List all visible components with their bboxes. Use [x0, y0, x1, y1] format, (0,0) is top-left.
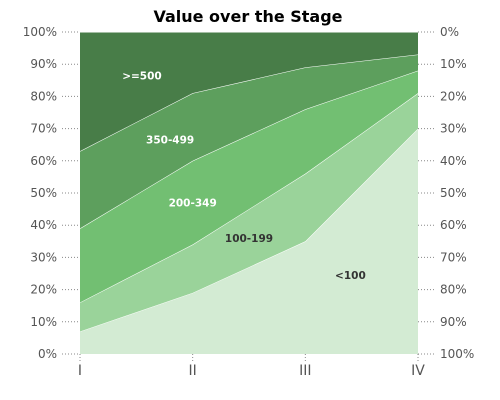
area-band-350-499	[80, 54, 418, 229]
x-axis: I II III IV	[78, 363, 425, 379]
band-label-350-499: 350-499	[146, 135, 194, 147]
y-tick-right: 100%	[440, 347, 474, 361]
band-label-500: >=500	[122, 71, 162, 83]
x-tick-label: I	[78, 363, 82, 379]
area-band-500	[80, 32, 418, 152]
y-tick-right: 60%	[440, 218, 467, 232]
y-tick-left: 30%	[30, 250, 57, 264]
chart-title: Value over the Stage	[153, 7, 342, 26]
area-series-group	[79, 31, 419, 354]
area-band-100-199	[80, 93, 418, 332]
y-tick-left: 20%	[30, 283, 57, 297]
y-tick-right: 40%	[440, 154, 467, 168]
band-label-200-349: 200-349	[169, 198, 217, 210]
y-tick-left: 50%	[30, 186, 57, 200]
y-tick-left: 90%	[30, 57, 57, 71]
y-tick-left: 0%	[38, 347, 57, 361]
band-labels-group: <100 100-199 200-349 350-499 >=500	[122, 71, 366, 282]
y-tick-left: 100%	[23, 25, 57, 39]
y-tick-left: 70%	[30, 122, 57, 136]
y-tick-right: 0%	[440, 25, 459, 39]
x-tick-label: II	[189, 363, 197, 379]
y-axis-right: 100% 90% 80% 70% 60% 50% 40% 30% 20% 10% 0%	[440, 25, 474, 361]
x-tick-label: IV	[411, 363, 425, 379]
area-band-100	[80, 128, 418, 354]
x-tick-label: III	[299, 363, 311, 379]
y-tick-right: 20%	[440, 89, 467, 103]
y-tick-right: 70%	[440, 250, 467, 264]
y-axis-left: 0% 10% 20% 30% 40% 50% 60% 70% 80% 90% 100%	[23, 25, 57, 361]
y-tick-right: 50%	[440, 186, 467, 200]
y-tick-left: 80%	[30, 89, 57, 103]
band-label-100-199: 100-199	[225, 233, 273, 245]
band-label-100: <100	[335, 270, 366, 282]
y-tick-left: 10%	[30, 315, 57, 329]
y-tick-left: 40%	[30, 218, 57, 232]
area-band-200-349	[80, 70, 418, 303]
y-tick-right: 30%	[440, 122, 467, 136]
y-tick-right: 80%	[440, 283, 467, 297]
y-tick-right: 90%	[440, 315, 467, 329]
y-tick-left: 60%	[30, 154, 57, 168]
gridlines	[62, 31, 436, 362]
y-tick-right: 10%	[440, 57, 467, 71]
